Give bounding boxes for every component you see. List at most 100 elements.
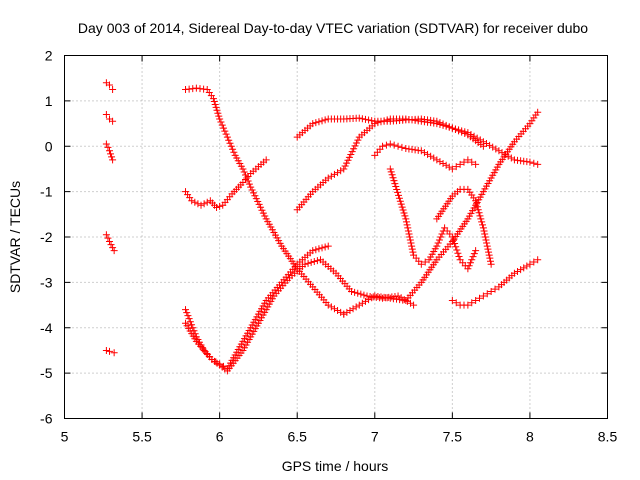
data-point-interp	[460, 185, 468, 193]
data-point-interp	[485, 251, 493, 259]
data-point-interp	[344, 156, 352, 164]
data-point-interp	[489, 143, 497, 151]
data-point	[355, 301, 363, 309]
data-point-interp	[399, 116, 407, 124]
data-point-interp	[390, 177, 398, 185]
data-point-interp	[447, 195, 455, 203]
data-point-interp	[477, 215, 485, 223]
data-point-interp	[275, 281, 283, 289]
data-point-interp	[215, 112, 223, 120]
series-sat-d	[102, 231, 118, 255]
data-point	[402, 215, 410, 223]
data-point-interp	[396, 197, 404, 205]
data-point-interp	[261, 299, 269, 307]
data-point-interp	[304, 259, 312, 267]
data-point-interp	[389, 174, 397, 182]
data-point-interp	[486, 141, 494, 149]
data-point-interp	[395, 194, 403, 202]
data-point-interp	[446, 230, 454, 238]
data-point-interp	[329, 267, 337, 275]
data-point-interp	[327, 172, 335, 180]
data-point	[472, 247, 480, 255]
data-point-interp	[307, 258, 315, 266]
data-point-interp	[368, 122, 376, 130]
data-point-interp	[276, 239, 284, 247]
x-tick-labels: 5 5.5 6 6.5 7 7.5 8 8.5	[61, 429, 618, 445]
data-point	[324, 242, 332, 250]
data-point	[479, 224, 487, 232]
data-point-interp	[517, 266, 525, 274]
data-point-interp	[229, 145, 237, 153]
data-point-interp	[217, 118, 225, 126]
data-point-interp	[439, 120, 447, 128]
data-point-interp	[203, 198, 211, 206]
data-point-interp	[360, 291, 368, 299]
data-point	[102, 140, 110, 148]
data-point-interp	[227, 142, 235, 150]
data-point-interp	[468, 158, 476, 166]
data-point-interp	[226, 193, 234, 201]
data-point-interp	[403, 221, 411, 229]
data-point-interp	[313, 257, 321, 265]
data-point-interp	[483, 239, 491, 247]
data-point-interp	[392, 183, 400, 191]
data-point-interp	[454, 249, 462, 257]
data-point-interp	[260, 158, 268, 166]
x-tick-label: 6	[216, 429, 224, 445]
data-point-interp	[524, 122, 532, 130]
data-point-interp	[468, 256, 476, 264]
data-point-interp	[337, 308, 345, 316]
data-point-interp	[393, 185, 401, 193]
data-point-interp	[414, 146, 422, 154]
y-tick-label: -2	[40, 229, 53, 245]
data-point-interp	[375, 294, 383, 302]
data-point-interp	[476, 212, 484, 220]
data-point-interp	[415, 281, 423, 289]
data-point-interp	[406, 236, 414, 244]
data-point	[109, 86, 117, 94]
data-point-interp	[184, 312, 192, 320]
data-point-interp	[352, 303, 360, 311]
data-point-interp	[307, 280, 315, 288]
series-sat-c	[102, 140, 117, 164]
data-point-interp	[210, 201, 218, 209]
data-point-interp	[321, 116, 329, 124]
data-point-interp	[475, 209, 483, 217]
data-point-interp	[352, 114, 360, 122]
data-point-interp	[226, 139, 234, 147]
data-point-interp	[237, 349, 245, 357]
data-point-interp	[330, 305, 338, 313]
data-point-interp	[437, 233, 445, 241]
plot-frame	[64, 55, 608, 419]
data-point-interp	[334, 169, 342, 177]
data-point-interp	[261, 212, 269, 220]
data-point-interp	[345, 153, 353, 161]
data-point	[197, 201, 205, 209]
data-point	[526, 260, 534, 268]
data-point	[464, 129, 472, 137]
data-point-interp	[431, 245, 439, 253]
data-point	[394, 142, 402, 150]
data-point-interp	[532, 111, 540, 119]
data-point-interp	[206, 353, 214, 361]
data-point-interp	[473, 203, 481, 211]
data-point-interp	[449, 236, 457, 244]
data-point	[487, 260, 495, 268]
data-point-interp	[189, 85, 197, 93]
data-point-interp	[452, 163, 460, 171]
data-point	[247, 183, 255, 191]
data-point-interp	[368, 117, 376, 125]
data-point-interp	[258, 206, 266, 214]
data-point-interp	[442, 161, 450, 169]
data-point-interp	[349, 305, 357, 313]
data-point	[410, 301, 418, 309]
data-point-interp	[408, 245, 416, 253]
data-point-interp	[470, 132, 478, 140]
data-point-interp	[255, 200, 263, 208]
data-point	[464, 156, 472, 164]
data-point-interp	[451, 125, 459, 133]
data-point-interp	[191, 198, 199, 206]
data-point	[102, 110, 110, 118]
data-point-interp	[467, 130, 475, 138]
data-point-interp	[438, 230, 446, 238]
